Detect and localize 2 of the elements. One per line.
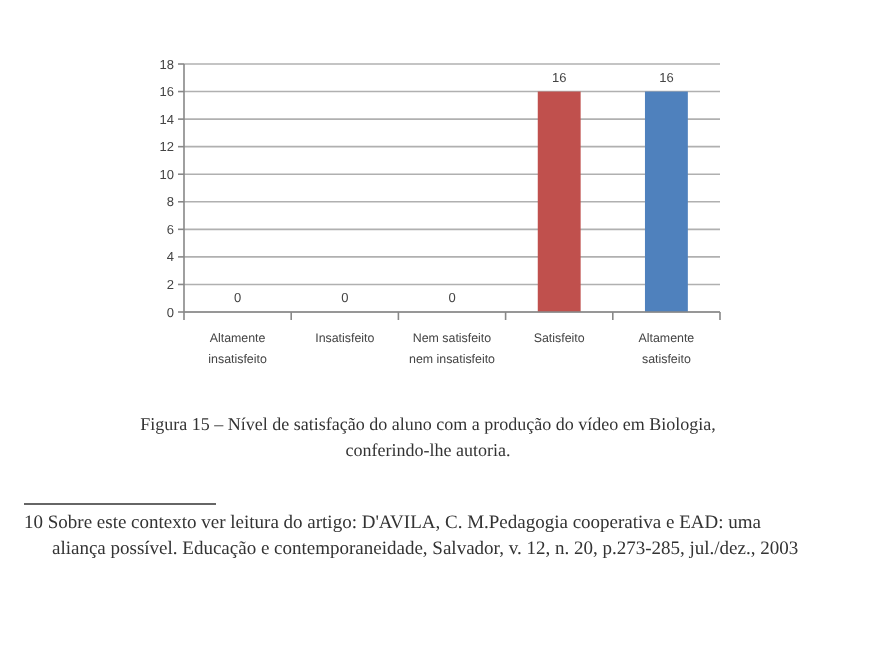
text: 10 Sobre este contexto ver leitura do artigo: D'AVILA, C. M.Pedagogia cooperativa e EAD: uma aliança possível. Educação e contemporaneidade, Salvador, v. 12, n. 20, p.273-285, jul./dez., 2003 (24, 514, 799, 560)
text: Figura 15 – Nível de satisfação do aluno com a produção do vídeo em Biologia, conferindo-lhe autoria. (140, 414, 716, 460)
